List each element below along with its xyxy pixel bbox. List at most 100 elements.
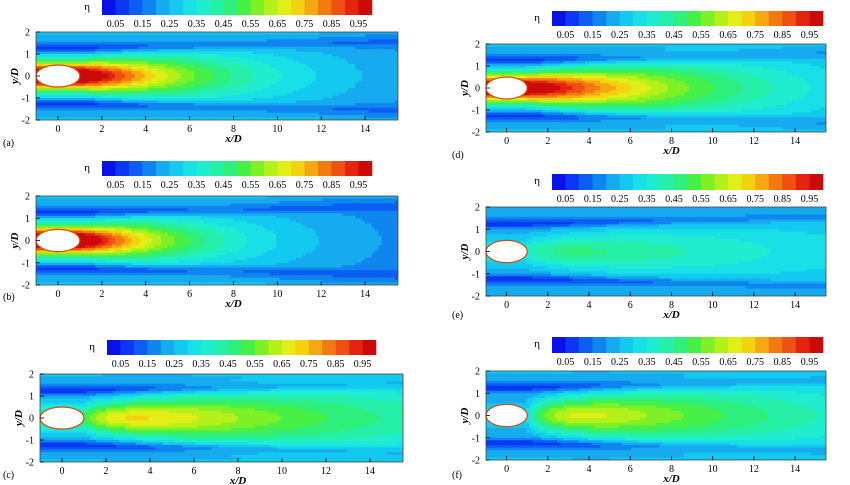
cell: [263, 83, 267, 87]
cell: [134, 66, 139, 70]
cell: [302, 93, 307, 97]
cell: [289, 49, 294, 53]
cell: [338, 90, 343, 94]
cell: [279, 71, 284, 75]
cell: [282, 80, 287, 84]
cell: [322, 107, 327, 111]
cell: [371, 107, 376, 111]
cell: [52, 282, 57, 285]
cell: [45, 46, 50, 50]
cell: [388, 58, 393, 62]
cell: [78, 95, 83, 99]
cell: [309, 49, 314, 53]
cell: [365, 88, 369, 92]
cell: [319, 107, 323, 111]
cell: [121, 63, 126, 67]
cell: [141, 56, 146, 60]
cell: [147, 34, 152, 38]
cell: [351, 63, 356, 67]
cell: [151, 76, 156, 80]
cell: [59, 93, 63, 97]
cell: [328, 117, 333, 120]
cell: [52, 265, 57, 269]
cell: [55, 215, 60, 219]
cell: [374, 34, 379, 38]
cell: [59, 257, 63, 261]
cell: [213, 115, 218, 119]
cell: [295, 58, 300, 62]
cell: [49, 49, 54, 53]
cell: [187, 54, 192, 58]
cell: [105, 262, 109, 266]
cell: [105, 213, 109, 217]
cell: [164, 41, 169, 45]
cell: [111, 90, 116, 94]
cell: [82, 73, 86, 77]
cell: [45, 63, 50, 67]
cell: [62, 51, 67, 55]
cell: [381, 105, 386, 109]
cell: [368, 112, 373, 116]
cell: [338, 115, 343, 119]
cell: [157, 36, 162, 40]
x-tick-label: 2: [99, 124, 104, 135]
cell: [42, 277, 47, 281]
cell: [161, 68, 165, 72]
cell: [391, 56, 396, 60]
cell: [345, 98, 350, 102]
cell: [164, 80, 169, 84]
cell: [65, 63, 70, 67]
cell: [180, 51, 185, 55]
cell: [365, 36, 369, 40]
cell: [233, 71, 238, 75]
cell: [111, 233, 116, 237]
cell: [312, 66, 317, 70]
cell: [75, 262, 80, 266]
cell: [121, 110, 126, 114]
cell: [108, 205, 113, 209]
cell: [335, 32, 340, 36]
cell: [154, 56, 159, 60]
cell: [39, 117, 44, 120]
cell: [118, 228, 123, 232]
cell: [108, 98, 113, 102]
cell: [157, 66, 162, 70]
cell: [236, 83, 241, 87]
cell: [276, 46, 281, 50]
colorbar-swatch: [115, 0, 130, 15]
cell: [88, 49, 93, 53]
cell: [374, 102, 379, 106]
cell: [45, 61, 50, 65]
y-tick-label: -1: [22, 94, 30, 105]
cell: [49, 205, 54, 209]
cell: [131, 88, 136, 92]
cell: [319, 100, 323, 104]
cell: [190, 63, 195, 67]
cell: [121, 54, 126, 58]
cell: [151, 100, 156, 104]
cell: [391, 76, 396, 80]
cell: [319, 68, 323, 72]
cell: [114, 260, 119, 264]
cell: [259, 110, 264, 114]
cell: [200, 110, 205, 114]
cell: [384, 32, 389, 36]
cell: [282, 112, 287, 116]
cell: [217, 115, 221, 119]
cell: [108, 196, 113, 200]
cell: [111, 205, 116, 209]
cell: [249, 73, 254, 77]
cell: [131, 61, 136, 65]
cell: [98, 198, 103, 202]
cell: [164, 46, 169, 50]
cell: [266, 90, 271, 94]
cell: [105, 260, 109, 264]
cell: [161, 63, 165, 67]
cell: [111, 102, 116, 106]
cell: [121, 112, 126, 116]
cell: [351, 73, 356, 77]
cell: [118, 102, 123, 106]
cell: [325, 105, 330, 109]
cell: [36, 36, 40, 40]
cell: [299, 32, 304, 36]
